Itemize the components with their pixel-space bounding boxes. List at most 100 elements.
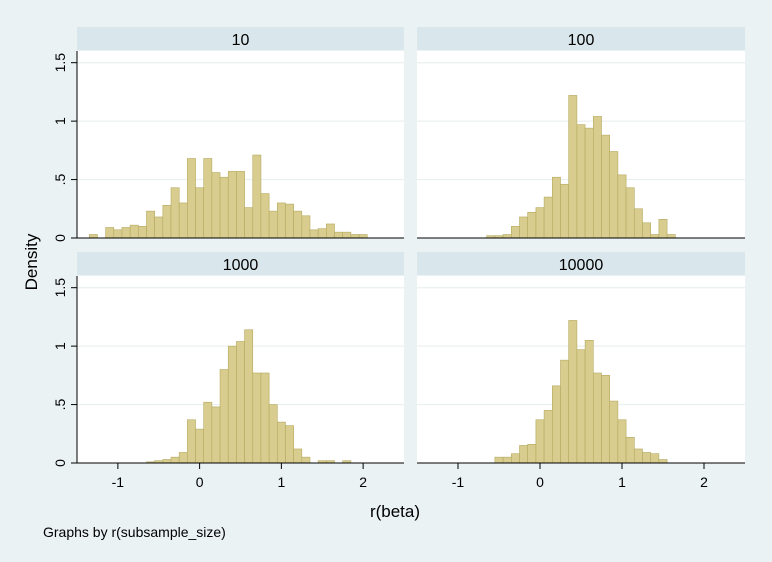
histogram-bar bbox=[252, 154, 262, 239]
histogram-bar bbox=[510, 226, 520, 239]
histogram-bar bbox=[203, 401, 213, 464]
histogram-bar bbox=[178, 452, 188, 464]
histogram-bar bbox=[601, 375, 610, 464]
histogram-bar bbox=[227, 171, 237, 239]
histogram-bar bbox=[617, 419, 627, 464]
x-axis-label: r(beta) bbox=[370, 502, 420, 521]
histogram-bar bbox=[129, 224, 139, 239]
histogram-bar bbox=[568, 95, 578, 239]
panel-title: 10 bbox=[232, 32, 250, 49]
histogram-bar bbox=[195, 428, 205, 464]
histogram-bar bbox=[625, 436, 635, 464]
x-tick-label: 0 bbox=[536, 474, 544, 490]
panel-10000: 10000 -1 0 1 2 bbox=[417, 252, 745, 490]
histogram-bar bbox=[592, 372, 602, 464]
x-tick-label: 0 bbox=[196, 474, 204, 490]
histogram-bar bbox=[576, 349, 586, 464]
histogram-bar bbox=[178, 202, 188, 239]
histogram-bar bbox=[560, 183, 569, 239]
panel-strip bbox=[417, 252, 745, 275]
histogram-bar bbox=[342, 231, 352, 239]
histogram-bar bbox=[121, 227, 131, 239]
histogram-bar bbox=[551, 385, 561, 464]
histogram-bar bbox=[358, 234, 368, 239]
y-tick-label: 1.5 bbox=[52, 278, 68, 298]
histogram-bar bbox=[527, 443, 537, 464]
histogram-bar bbox=[219, 176, 229, 239]
x-tick-label: 2 bbox=[359, 474, 367, 490]
histogram-bar bbox=[309, 229, 319, 239]
histogram-bar bbox=[576, 124, 586, 239]
histogram-bar bbox=[527, 211, 537, 239]
histogram-bar bbox=[146, 210, 155, 239]
y-tick-label: 0 bbox=[52, 459, 68, 467]
histogram-bar bbox=[519, 216, 528, 239]
histogram-bar bbox=[187, 419, 196, 464]
histogram-bar bbox=[617, 174, 627, 239]
histogram-bar bbox=[293, 448, 303, 464]
histogram-bar bbox=[658, 459, 668, 464]
y-tick-label: 1 bbox=[52, 342, 68, 350]
histogram-bar bbox=[317, 228, 327, 239]
histogram-bar bbox=[252, 372, 262, 464]
histogram-bar bbox=[350, 234, 360, 239]
histogram-bar bbox=[260, 193, 270, 239]
histogram-bar bbox=[502, 456, 512, 464]
graph-note: Graphs by r(subsample_size) bbox=[43, 524, 226, 540]
y-tick-label: 1.5 bbox=[52, 53, 68, 73]
histogram-bar bbox=[609, 151, 619, 239]
y-tick-label: 1 bbox=[52, 117, 68, 125]
y-axis-label: Density bbox=[22, 233, 41, 290]
histogram-bar bbox=[236, 171, 245, 239]
histogram-bar bbox=[260, 372, 270, 464]
histogram-bar bbox=[633, 448, 643, 464]
histogram-bar bbox=[162, 204, 172, 239]
histogram-bar bbox=[519, 445, 528, 464]
histogram-bar bbox=[170, 187, 180, 239]
histogram-bar bbox=[642, 222, 651, 239]
histogram-bar bbox=[105, 227, 115, 239]
y-tick-label: .5 bbox=[52, 174, 68, 186]
histogram-bar bbox=[227, 345, 237, 464]
x-tick-label: -1 bbox=[112, 474, 125, 490]
histogram-bar bbox=[138, 226, 147, 239]
histogram-bar bbox=[535, 207, 545, 239]
histogram-bar bbox=[219, 369, 229, 464]
histogram-bar bbox=[195, 187, 205, 239]
x-tick-label: -1 bbox=[452, 474, 465, 490]
histogram-bar bbox=[276, 202, 286, 239]
histogram-bar bbox=[236, 341, 245, 464]
histogram-bar bbox=[650, 234, 660, 239]
histogram-bar bbox=[211, 172, 221, 239]
histogram-bar bbox=[609, 400, 619, 464]
histogram-bar bbox=[560, 359, 569, 464]
x-tick-label: 1 bbox=[618, 474, 626, 490]
histogram-bar bbox=[187, 158, 196, 239]
y-tick-label: 0 bbox=[52, 234, 68, 242]
histogram-bar bbox=[494, 456, 504, 464]
histogram-bar bbox=[543, 196, 553, 239]
panel-10: 10 0 .5 1 1.5 bbox=[52, 27, 404, 242]
histogram-bar bbox=[568, 320, 578, 464]
histogram-bar bbox=[211, 406, 221, 464]
histogram-bar bbox=[170, 456, 180, 464]
histogram-bar bbox=[244, 329, 254, 464]
panel-title: 10000 bbox=[559, 257, 604, 274]
x-tick-label: 1 bbox=[277, 474, 285, 490]
histogram-bar bbox=[510, 453, 520, 464]
histogram-bar bbox=[268, 210, 278, 239]
histogram-bar bbox=[301, 456, 311, 464]
histogram-bar bbox=[293, 210, 303, 239]
histogram-bar bbox=[625, 187, 635, 239]
histogram-bar bbox=[113, 229, 123, 239]
histogram-bar bbox=[535, 419, 545, 464]
histogram-bar bbox=[601, 134, 610, 239]
histogram-bar bbox=[650, 453, 660, 464]
histogram-bar bbox=[203, 158, 213, 239]
x-tick-label: 2 bbox=[700, 474, 708, 490]
histogram-bar bbox=[502, 234, 512, 239]
histogram-bar bbox=[584, 127, 594, 239]
y-tick-label: .5 bbox=[52, 399, 68, 411]
